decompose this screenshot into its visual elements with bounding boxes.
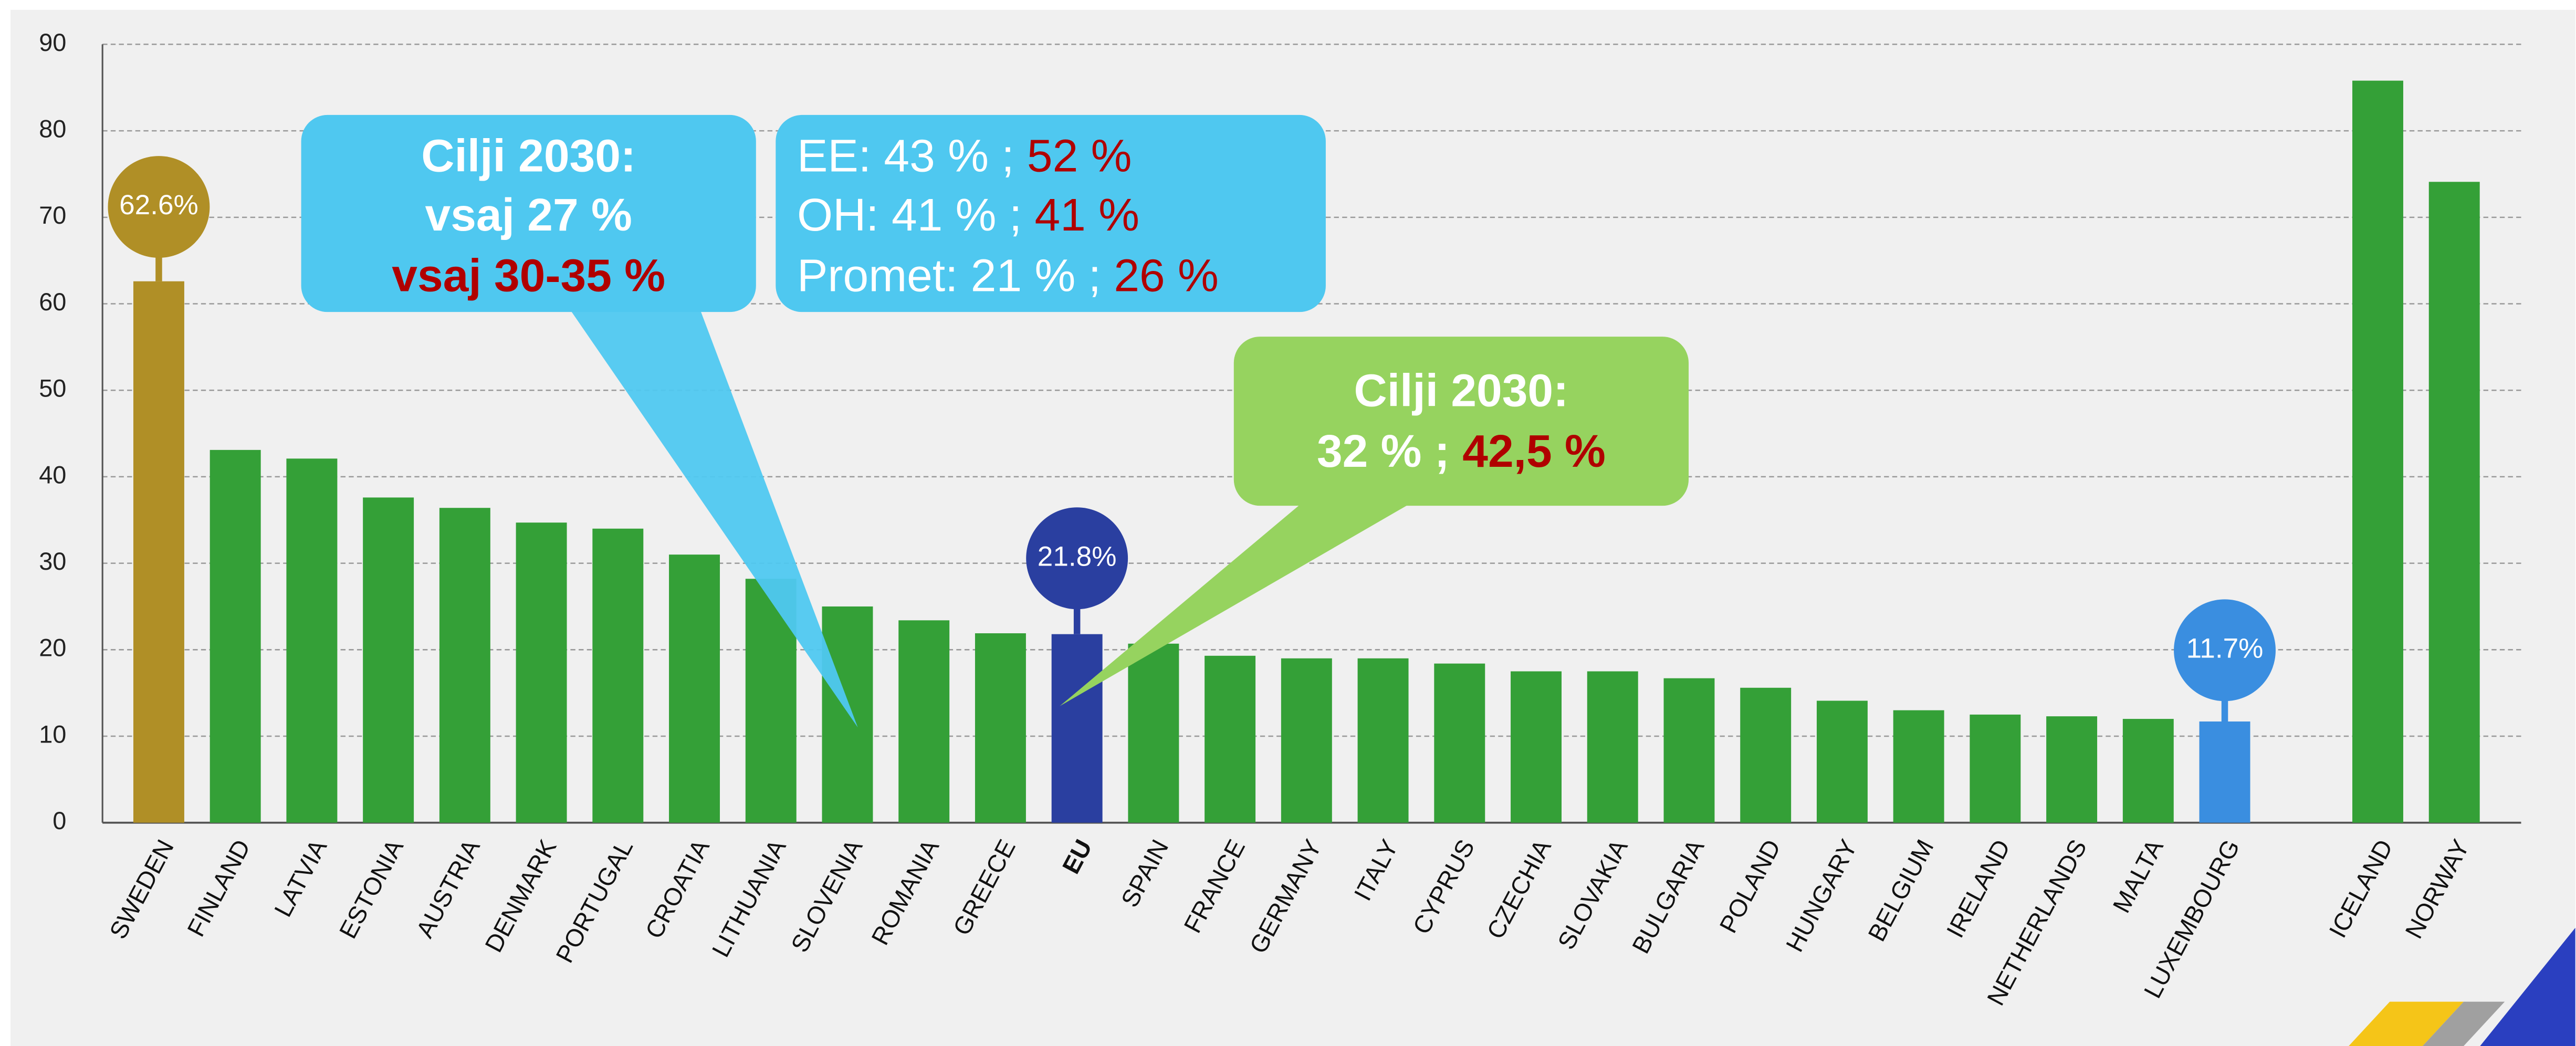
bar [898,620,950,823]
bar [2352,80,2403,823]
logo-shape [2422,1001,2505,1046]
bar [516,522,567,823]
bar [1816,700,1868,823]
bubble [108,156,210,258]
callout-text: vsaj 30-35 % [392,250,665,301]
bar [1587,671,1638,823]
bar [1281,658,1332,823]
callout-segment: 52 % [1027,130,1132,181]
bar [975,633,1026,823]
callout-text: vsaj 27 % [425,189,632,240]
bubble [1026,507,1128,610]
callout-text: Cilji 2030: [1354,365,1569,416]
value-label: 21.8% [1038,541,1117,572]
callout-text: 32 % ; 42,5 % [1317,425,1606,477]
callout-segment: 26 % [1114,250,1219,301]
callout-box [776,114,1326,312]
bar [133,281,184,823]
callout-text: OH: 41 % ; 41 % [797,189,1139,240]
callout-segment: 41 % [1034,189,1139,240]
callout-segment: EE: 43 % ; [797,130,1027,181]
callout-segment: Cilji 2030: [421,130,636,181]
bar [439,508,490,823]
bar [592,528,644,823]
bar [363,497,414,823]
bar [1434,663,1485,823]
callout-segment: 32 % ; [1317,425,1462,477]
y-tick-label: 50 [39,375,66,402]
bar [2046,716,2098,823]
bar [2428,182,2480,823]
bar [1128,643,1179,823]
callout-box [301,114,756,312]
bar [1051,634,1103,823]
callout-text: Cilji 2030: [421,130,636,181]
y-tick-label: 70 [39,202,66,229]
y-tick-label: 20 [39,634,66,662]
callout-segment: 42,5 % [1462,425,1606,477]
value-label: 11.7% [2186,633,2264,664]
y-tick-label: 0 [53,807,66,834]
bar [1893,710,1944,823]
callout-segment: vsaj 27 % [425,189,632,240]
y-tick-label: 10 [39,720,66,748]
bar [286,458,338,823]
value-label: 62.6% [119,190,198,221]
callout-text: EE: 43 % ; 52 % [797,130,1132,181]
bar [1740,687,1792,823]
bar [1970,714,2021,823]
callout-segment: Cilji 2030: [1354,365,1569,416]
callout-segment: vsaj 30-35 % [392,250,665,301]
y-tick-label: 60 [39,288,66,316]
y-tick-label: 80 [39,116,66,143]
y-tick-label: 40 [39,461,66,488]
bar [2199,721,2250,823]
bar [822,606,873,823]
callout-text: Promet: 21 % ; 26 % [797,250,1219,301]
bar [1357,658,1409,823]
bubble [2174,599,2276,702]
bar [2122,719,2174,823]
logo-shape [2349,1001,2464,1046]
bar [210,449,261,823]
callout-segment: OH: 41 % ; [797,189,1034,240]
bar [1663,678,1715,823]
y-tick-label: 30 [39,548,66,575]
y-tick-label: 90 [39,29,66,56]
bar [1205,655,1256,823]
callout-segment: Promet: 21 % ; [797,250,1114,301]
bar [1511,671,1562,823]
callout-box [1233,337,1689,506]
bar [669,555,720,823]
